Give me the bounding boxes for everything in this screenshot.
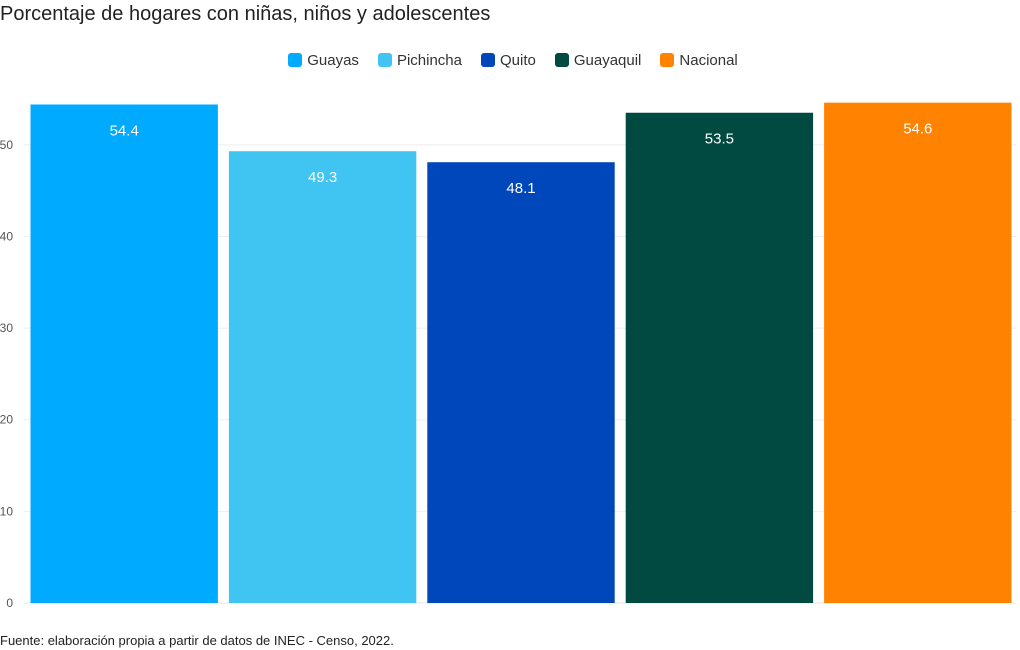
y-tick-label-0: 0 [6, 596, 13, 610]
bar-guayas[interactable] [30, 104, 218, 604]
legend-swatch-nacional [660, 53, 675, 67]
y-axis-ticks: 0 10 20 30 40 50 [0, 138, 13, 610]
legend-item-nacional[interactable]: Nacional [660, 51, 738, 69]
bars [30, 102, 1012, 604]
bar-value-label-pichincha: 49.3 [308, 169, 337, 186]
source-note: Fuente: elaboración propia a partir de d… [0, 633, 394, 648]
legend-item-quito[interactable]: Quito [480, 51, 536, 69]
bar-value-label-guayas: 54.4 [110, 122, 139, 139]
bar-value-label-quito: 48.1 [506, 180, 535, 197]
y-tick-label-50: 50 [0, 138, 13, 152]
bar-guayaquil[interactable] [625, 112, 814, 603]
bar-pichincha[interactable] [228, 151, 417, 603]
legend-label-quito: Quito [499, 51, 536, 69]
legend-label-pichincha: Pichincha [396, 51, 462, 69]
legend-item-guayaquil[interactable]: Guayaquil [554, 51, 642, 69]
bar-value-label-guayaquil: 53.5 [705, 131, 734, 148]
legend-label-nacional: Nacional [679, 51, 738, 69]
y-tick-label-10: 10 [0, 504, 13, 518]
chart-legend: Guayas Pichincha Quito Guayaquil Naciona… [0, 50, 1020, 70]
y-tick-label-40: 40 [0, 229, 13, 243]
chart-title: Porcentaje de hogares con niñas, niños y… [0, 3, 491, 25]
legend-label-guayas: Guayas [307, 51, 359, 69]
legend-swatch-guayaquil [554, 53, 569, 67]
legend-swatch-pichincha [377, 53, 392, 67]
bar-value-labels: 54.4 49.3 48.1 53.5 54.6 [110, 121, 933, 198]
legend-swatch-quito [480, 53, 495, 67]
legend-swatch-guayas [288, 53, 303, 67]
y-tick-label-20: 20 [0, 413, 13, 427]
bar-value-label-nacional: 54.6 [903, 121, 932, 138]
legend-label-guayaquil: Guayaquil [573, 51, 642, 69]
bar-nacional[interactable] [824, 102, 1012, 603]
y-tick-label-30: 30 [0, 321, 13, 335]
bar-quito[interactable] [427, 162, 615, 603]
legend-item-pichincha[interactable]: Pichincha [377, 51, 462, 69]
legend-item-guayas[interactable]: Guayas [288, 52, 359, 69]
